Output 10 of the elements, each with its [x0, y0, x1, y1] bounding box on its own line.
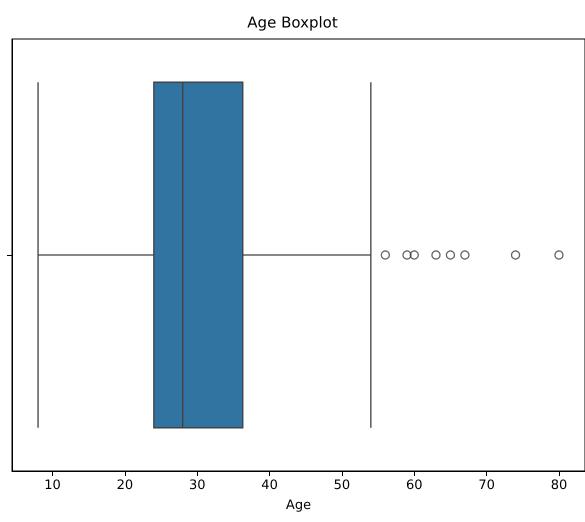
x-tick-label: 70 [478, 478, 495, 493]
x-tick-label: 50 [334, 478, 350, 493]
chart-title: Age Boxplot [247, 14, 338, 32]
x-tick-label: 80 [550, 478, 568, 493]
x-tick-label: 40 [261, 478, 278, 493]
x-tick-label: 30 [188, 478, 206, 493]
x-tick-label: 10 [44, 478, 61, 493]
x-axis-title: Age [286, 498, 312, 513]
x-tick-label: 20 [116, 478, 134, 493]
x-tick-label: 60 [406, 478, 423, 493]
